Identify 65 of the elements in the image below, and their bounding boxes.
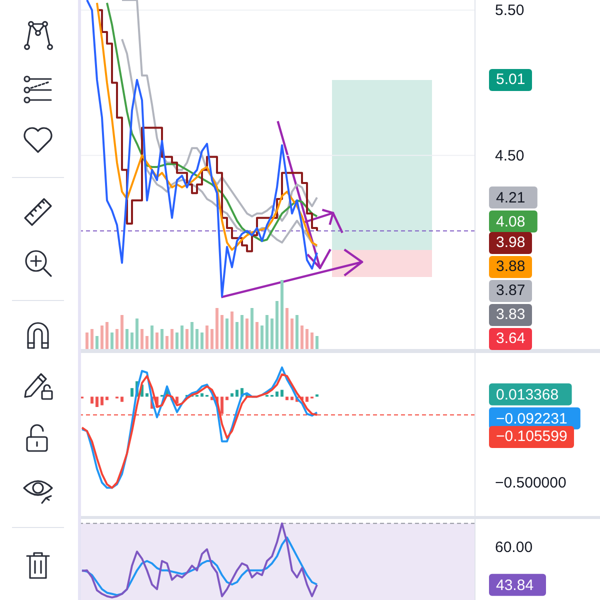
bar xyxy=(230,312,234,350)
text: 3.88 xyxy=(489,256,532,278)
bar xyxy=(200,332,204,350)
text: 3.98 xyxy=(489,232,532,254)
y-tick-label: −0.092231 xyxy=(496,410,568,428)
bar xyxy=(246,318,248,350)
bar xyxy=(110,332,114,350)
bar xyxy=(240,315,244,350)
y-tick-label: 5.50 xyxy=(495,2,524,20)
y-tick-label: 0.013368 xyxy=(496,386,559,404)
bar xyxy=(186,329,188,350)
bar xyxy=(140,329,144,350)
bar xyxy=(266,315,268,350)
bar xyxy=(156,332,158,350)
bar xyxy=(250,308,254,350)
bar xyxy=(236,322,238,350)
y-tick-label: −0.500000 xyxy=(495,474,566,492)
text: 3.64 xyxy=(489,328,532,350)
bar xyxy=(116,329,118,350)
y-tick-label: 4.08 xyxy=(496,214,526,231)
bar xyxy=(106,322,108,350)
bar xyxy=(270,318,274,350)
text: −0.105599 xyxy=(489,426,574,448)
bar xyxy=(256,322,258,350)
bar xyxy=(280,280,284,350)
bar xyxy=(126,329,128,350)
bar xyxy=(276,301,278,350)
bar xyxy=(150,326,154,350)
bar xyxy=(130,332,134,350)
bar xyxy=(180,326,184,350)
bar xyxy=(160,329,164,350)
y-tick-label: 4.21 xyxy=(496,190,526,207)
text: 3.83 xyxy=(489,304,532,326)
text: 3.87 xyxy=(489,280,532,302)
bar xyxy=(296,315,298,350)
line-series xyxy=(81,522,318,598)
bar xyxy=(170,329,174,350)
bar xyxy=(90,329,94,350)
bar xyxy=(190,322,194,350)
line-series xyxy=(81,536,318,596)
bar xyxy=(286,308,288,350)
bar xyxy=(136,318,138,350)
bar xyxy=(310,332,314,350)
bar xyxy=(300,326,304,350)
bar xyxy=(316,336,318,350)
y-tick-label: 4.50 xyxy=(495,147,524,164)
y-tick-label: 43.84 xyxy=(496,576,534,594)
bar xyxy=(96,336,98,350)
bar xyxy=(306,329,308,350)
bar xyxy=(206,326,208,350)
bar xyxy=(166,336,168,350)
bar xyxy=(146,336,148,350)
text: 5.01 xyxy=(489,69,532,91)
y-tick-label: 60.00 xyxy=(495,538,533,556)
bar xyxy=(176,332,178,350)
bar xyxy=(210,329,214,350)
bar xyxy=(196,329,198,350)
bar xyxy=(216,308,218,350)
bar xyxy=(120,315,124,350)
bar xyxy=(100,326,104,350)
bar xyxy=(260,326,264,350)
bar xyxy=(86,332,88,350)
bar xyxy=(290,318,294,350)
bar xyxy=(220,315,224,350)
bar xyxy=(226,318,228,350)
